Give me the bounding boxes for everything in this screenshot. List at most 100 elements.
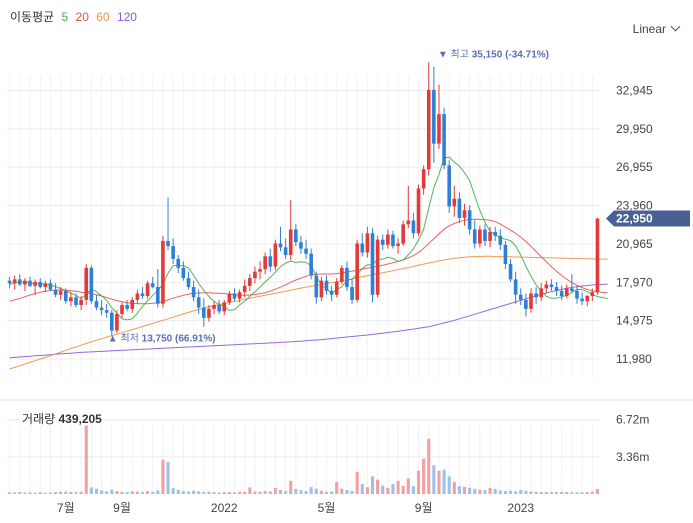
volume-bar bbox=[391, 484, 395, 494]
volume-bar bbox=[309, 487, 313, 494]
candle-body bbox=[314, 275, 319, 298]
volume-bar bbox=[294, 488, 298, 494]
volume-bar bbox=[248, 487, 252, 494]
volume-bar bbox=[135, 491, 139, 494]
volume-bar bbox=[335, 481, 339, 494]
candle bbox=[595, 217, 600, 295]
volume-bar bbox=[457, 486, 461, 494]
scale-dropdown[interactable]: Linear bbox=[633, 21, 681, 36]
candle bbox=[161, 235, 165, 308]
candle bbox=[150, 276, 155, 289]
volume-bar bbox=[324, 491, 329, 494]
chevron-down-icon bbox=[670, 21, 681, 32]
volume-bar bbox=[8, 492, 12, 494]
candle bbox=[202, 298, 206, 327]
candle-body bbox=[391, 234, 395, 247]
candle-body bbox=[89, 267, 94, 302]
candle-body bbox=[28, 280, 32, 286]
volume-bar bbox=[156, 490, 160, 494]
candle-body bbox=[585, 296, 590, 302]
candle-body bbox=[554, 287, 559, 291]
candle-body bbox=[130, 299, 135, 309]
candle-body bbox=[12, 279, 17, 284]
price-tick-label: 14,975 bbox=[616, 314, 653, 328]
candle-body bbox=[360, 243, 365, 253]
candle-body bbox=[570, 288, 574, 291]
candle bbox=[176, 255, 181, 273]
candle-body bbox=[278, 243, 283, 248]
candle-body bbox=[334, 281, 339, 295]
price-tick-label: 11,980 bbox=[616, 352, 652, 366]
candle bbox=[472, 220, 477, 249]
candle-body bbox=[145, 283, 150, 297]
volume-header: 거래량 439,205 bbox=[22, 410, 102, 427]
candle-body bbox=[411, 220, 416, 234]
candle-body bbox=[304, 248, 308, 254]
volume-bar bbox=[181, 491, 185, 494]
candle-body bbox=[493, 231, 498, 236]
volume-bar bbox=[110, 489, 114, 494]
candle-body bbox=[329, 290, 334, 295]
volume-bar bbox=[243, 492, 247, 494]
candle-body bbox=[508, 264, 513, 280]
price-tick-label: 17,970 bbox=[616, 275, 653, 289]
candle bbox=[237, 289, 242, 303]
candle bbox=[304, 239, 308, 259]
volume-bar bbox=[289, 480, 293, 494]
candle bbox=[329, 285, 334, 302]
candle-body bbox=[23, 280, 27, 285]
candle bbox=[406, 185, 411, 229]
candle bbox=[340, 265, 344, 285]
volume-bar bbox=[554, 492, 559, 494]
candle bbox=[570, 274, 574, 293]
candle-body bbox=[513, 279, 518, 295]
candle-body bbox=[294, 229, 298, 243]
candle bbox=[84, 264, 89, 305]
candle-body bbox=[94, 301, 99, 308]
candle-body bbox=[140, 293, 145, 297]
volume-bar bbox=[416, 470, 421, 494]
candle-body bbox=[498, 235, 503, 245]
candle bbox=[503, 240, 508, 270]
volume-bar bbox=[524, 490, 528, 494]
volume-bar bbox=[115, 491, 119, 494]
candle bbox=[559, 285, 564, 300]
volume-bar bbox=[468, 487, 472, 494]
volume-bar bbox=[89, 487, 93, 494]
volume-bar bbox=[64, 491, 68, 494]
volume-bar bbox=[207, 491, 211, 494]
candle-body bbox=[84, 267, 89, 300]
candle bbox=[278, 226, 283, 252]
volume-bar bbox=[161, 459, 165, 494]
candle bbox=[7, 276, 12, 289]
candle bbox=[299, 235, 303, 254]
ma120-line bbox=[9, 283, 608, 359]
candle bbox=[411, 212, 416, 239]
price-tick-label: 26,955 bbox=[616, 160, 653, 174]
candle bbox=[539, 283, 544, 302]
volume-bar bbox=[212, 492, 216, 494]
candle bbox=[370, 228, 375, 303]
candle bbox=[426, 62, 431, 176]
candle bbox=[580, 292, 584, 305]
low-annotation: ▲ 최저 13,750 (66.91%) bbox=[108, 332, 216, 344]
volume-bar bbox=[370, 476, 375, 494]
candle bbox=[242, 279, 247, 298]
volume-bar bbox=[314, 488, 318, 494]
candle-body bbox=[191, 287, 196, 298]
candle-body bbox=[416, 188, 421, 234]
volume-bar bbox=[79, 491, 83, 494]
candle bbox=[350, 279, 354, 304]
candle bbox=[288, 199, 293, 261]
candle bbox=[217, 299, 221, 314]
volume-label: 거래량 bbox=[22, 412, 56, 426]
volume-bar bbox=[222, 492, 226, 494]
volume-bar bbox=[447, 476, 451, 494]
candle-body bbox=[324, 280, 329, 291]
time-axis-label: 7월 bbox=[57, 501, 75, 515]
candle-body bbox=[48, 283, 53, 290]
volume-bar bbox=[350, 490, 354, 494]
volume-bar bbox=[171, 488, 175, 494]
candle-body bbox=[462, 210, 467, 218]
